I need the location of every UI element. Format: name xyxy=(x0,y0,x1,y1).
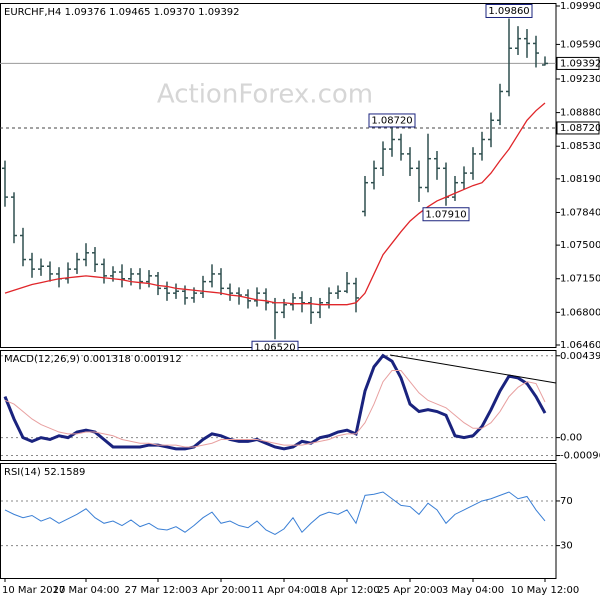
annotation-box xyxy=(485,3,533,18)
price-box-label: 1.08720 xyxy=(560,123,600,134)
x-tick-label: 27 Mar 12:00 xyxy=(125,585,192,596)
x-tick-label: 18 Apr 12:00 xyxy=(314,585,379,596)
y-tick-label: 70 xyxy=(560,496,573,507)
panel-title: EURCHF,H4 1.09376 1.09465 1.09370 1.0939… xyxy=(4,7,240,18)
indicator-line xyxy=(4,370,546,448)
panel xyxy=(0,463,557,579)
y-tick-label: 0.00 xyxy=(560,433,582,444)
x-tick-label: 20 Mar 04:00 xyxy=(53,585,120,596)
annotation-label: 1.07910 xyxy=(425,209,466,220)
y-tick-label: 1.06800 xyxy=(560,307,600,318)
y-tick-label: 1.08530 xyxy=(560,141,600,152)
y-tick-label: 1.08880 xyxy=(560,108,600,119)
price-box xyxy=(556,121,600,135)
y-tick-label: 1.09230 xyxy=(560,74,600,85)
y-tick-label: 1.07150 xyxy=(560,274,600,285)
annotation-label: 1.06520 xyxy=(254,343,295,354)
y-tick-label: 1.08190 xyxy=(560,174,600,185)
x-tick-label: 10 May 12:00 xyxy=(511,585,580,596)
panel-title: MACD(12,26,9) 0.001318 0.001912 xyxy=(4,354,182,365)
price-box xyxy=(556,56,600,70)
y-tick-label: 0.004391 xyxy=(560,351,600,362)
x-tick-label: 3 Apr 20:00 xyxy=(192,585,251,596)
watermark: ActionForex.com xyxy=(157,80,373,110)
y-tick-label: 1.07500 xyxy=(560,240,600,251)
y-tick-label: -0.000961 xyxy=(560,451,600,462)
price-box-label: 1.09392 xyxy=(560,58,600,69)
annotation-label: 1.09860 xyxy=(488,6,529,17)
y-tick-label: 30 xyxy=(560,541,573,552)
y-tick-label: 1.07840 xyxy=(560,207,600,218)
y-tick-label: 1.06460 xyxy=(560,340,600,351)
x-tick-label: 10 Mar 2017 xyxy=(2,585,65,596)
y-tick-label: 1.09990 xyxy=(560,1,600,12)
annotation-box xyxy=(368,113,416,128)
indicator-line xyxy=(4,491,546,536)
x-tick-label: 11 Apr 04:00 xyxy=(251,585,316,596)
panel xyxy=(0,350,557,461)
x-tick-label: 25 Apr 20:00 xyxy=(377,585,442,596)
y-tick-label: 1.09590 xyxy=(560,39,600,50)
annotation-box xyxy=(422,207,470,222)
x-tick-label: 3 May 04:00 xyxy=(442,585,504,596)
trendline xyxy=(389,354,557,384)
panel-title: RSI(14) 52.1589 xyxy=(4,467,85,478)
annotation-label: 1.08720 xyxy=(371,115,412,126)
moving-average xyxy=(4,102,546,306)
